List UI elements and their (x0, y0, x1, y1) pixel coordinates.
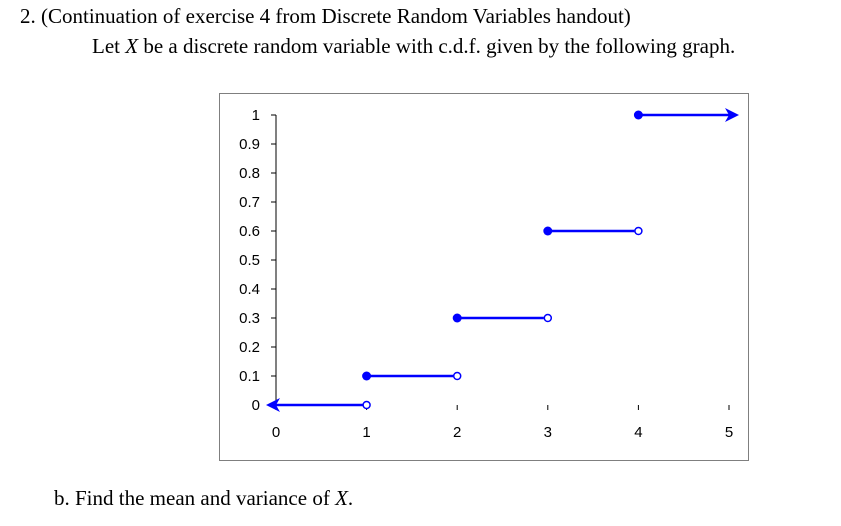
x-tick-label: 0 (272, 424, 280, 441)
y-tick-label: 0.4 (239, 281, 260, 298)
cdf-step-chart: 0 0.1 0.2 0.3 0.4 0.5 0.6 0.7 0.8 0.9 1 0 1 2 3 4 5 (239, 107, 739, 441)
y-tick-label: 0.8 (239, 165, 260, 182)
open-point (634, 226, 643, 236)
closed-point (633, 110, 643, 120)
y-tick-label: 0.2 (239, 339, 260, 356)
y-tick-label: 0 (252, 397, 260, 414)
right-arrow-head (725, 108, 739, 122)
question-heading: 2. (Continuation of exercise 4 from Disc… (20, 4, 631, 28)
x-tick-label: 2 (453, 424, 461, 441)
closed-point (452, 313, 462, 323)
open-point (543, 313, 553, 323)
y-tick-label: 0.6 (239, 223, 260, 240)
y-tick-label: 0.5 (239, 252, 260, 269)
question-part-b: b. Find the mean and variance of X. (54, 486, 353, 511)
left-arrow-head (266, 398, 280, 412)
y-tick-label: 0.3 (239, 310, 260, 327)
y-tick-label: 0.9 (239, 136, 260, 153)
part-b-text-before: b. Find the mean and variance of (54, 486, 336, 510)
open-point (362, 400, 371, 410)
question-intro: Let X be a discrete random variable with… (92, 34, 735, 59)
open-point (452, 371, 462, 381)
x-tick-label: 4 (634, 424, 642, 441)
intro-text-after: be a discrete random variable with c.d.f… (138, 34, 736, 58)
closed-point (543, 226, 553, 236)
y-tick-label: 0.1 (239, 368, 260, 385)
intro-text-before: Let (92, 34, 126, 58)
y-tick-label: 1 (252, 107, 260, 124)
x-tick-label: 1 (362, 424, 370, 441)
x-tick-label: 3 (544, 424, 552, 441)
x-tick-label: 5 (725, 424, 733, 441)
closed-point (362, 371, 372, 381)
part-b-variable: X (335, 486, 348, 510)
intro-variable: X (125, 34, 139, 58)
y-tick-label: 0.7 (239, 194, 260, 211)
part-b-text-after: . (347, 486, 354, 510)
cdf-chart-frame: 0 0.1 0.2 0.3 0.4 0.5 0.6 0.7 0.8 0.9 1 0 1 2 3 4 5 (219, 93, 749, 461)
